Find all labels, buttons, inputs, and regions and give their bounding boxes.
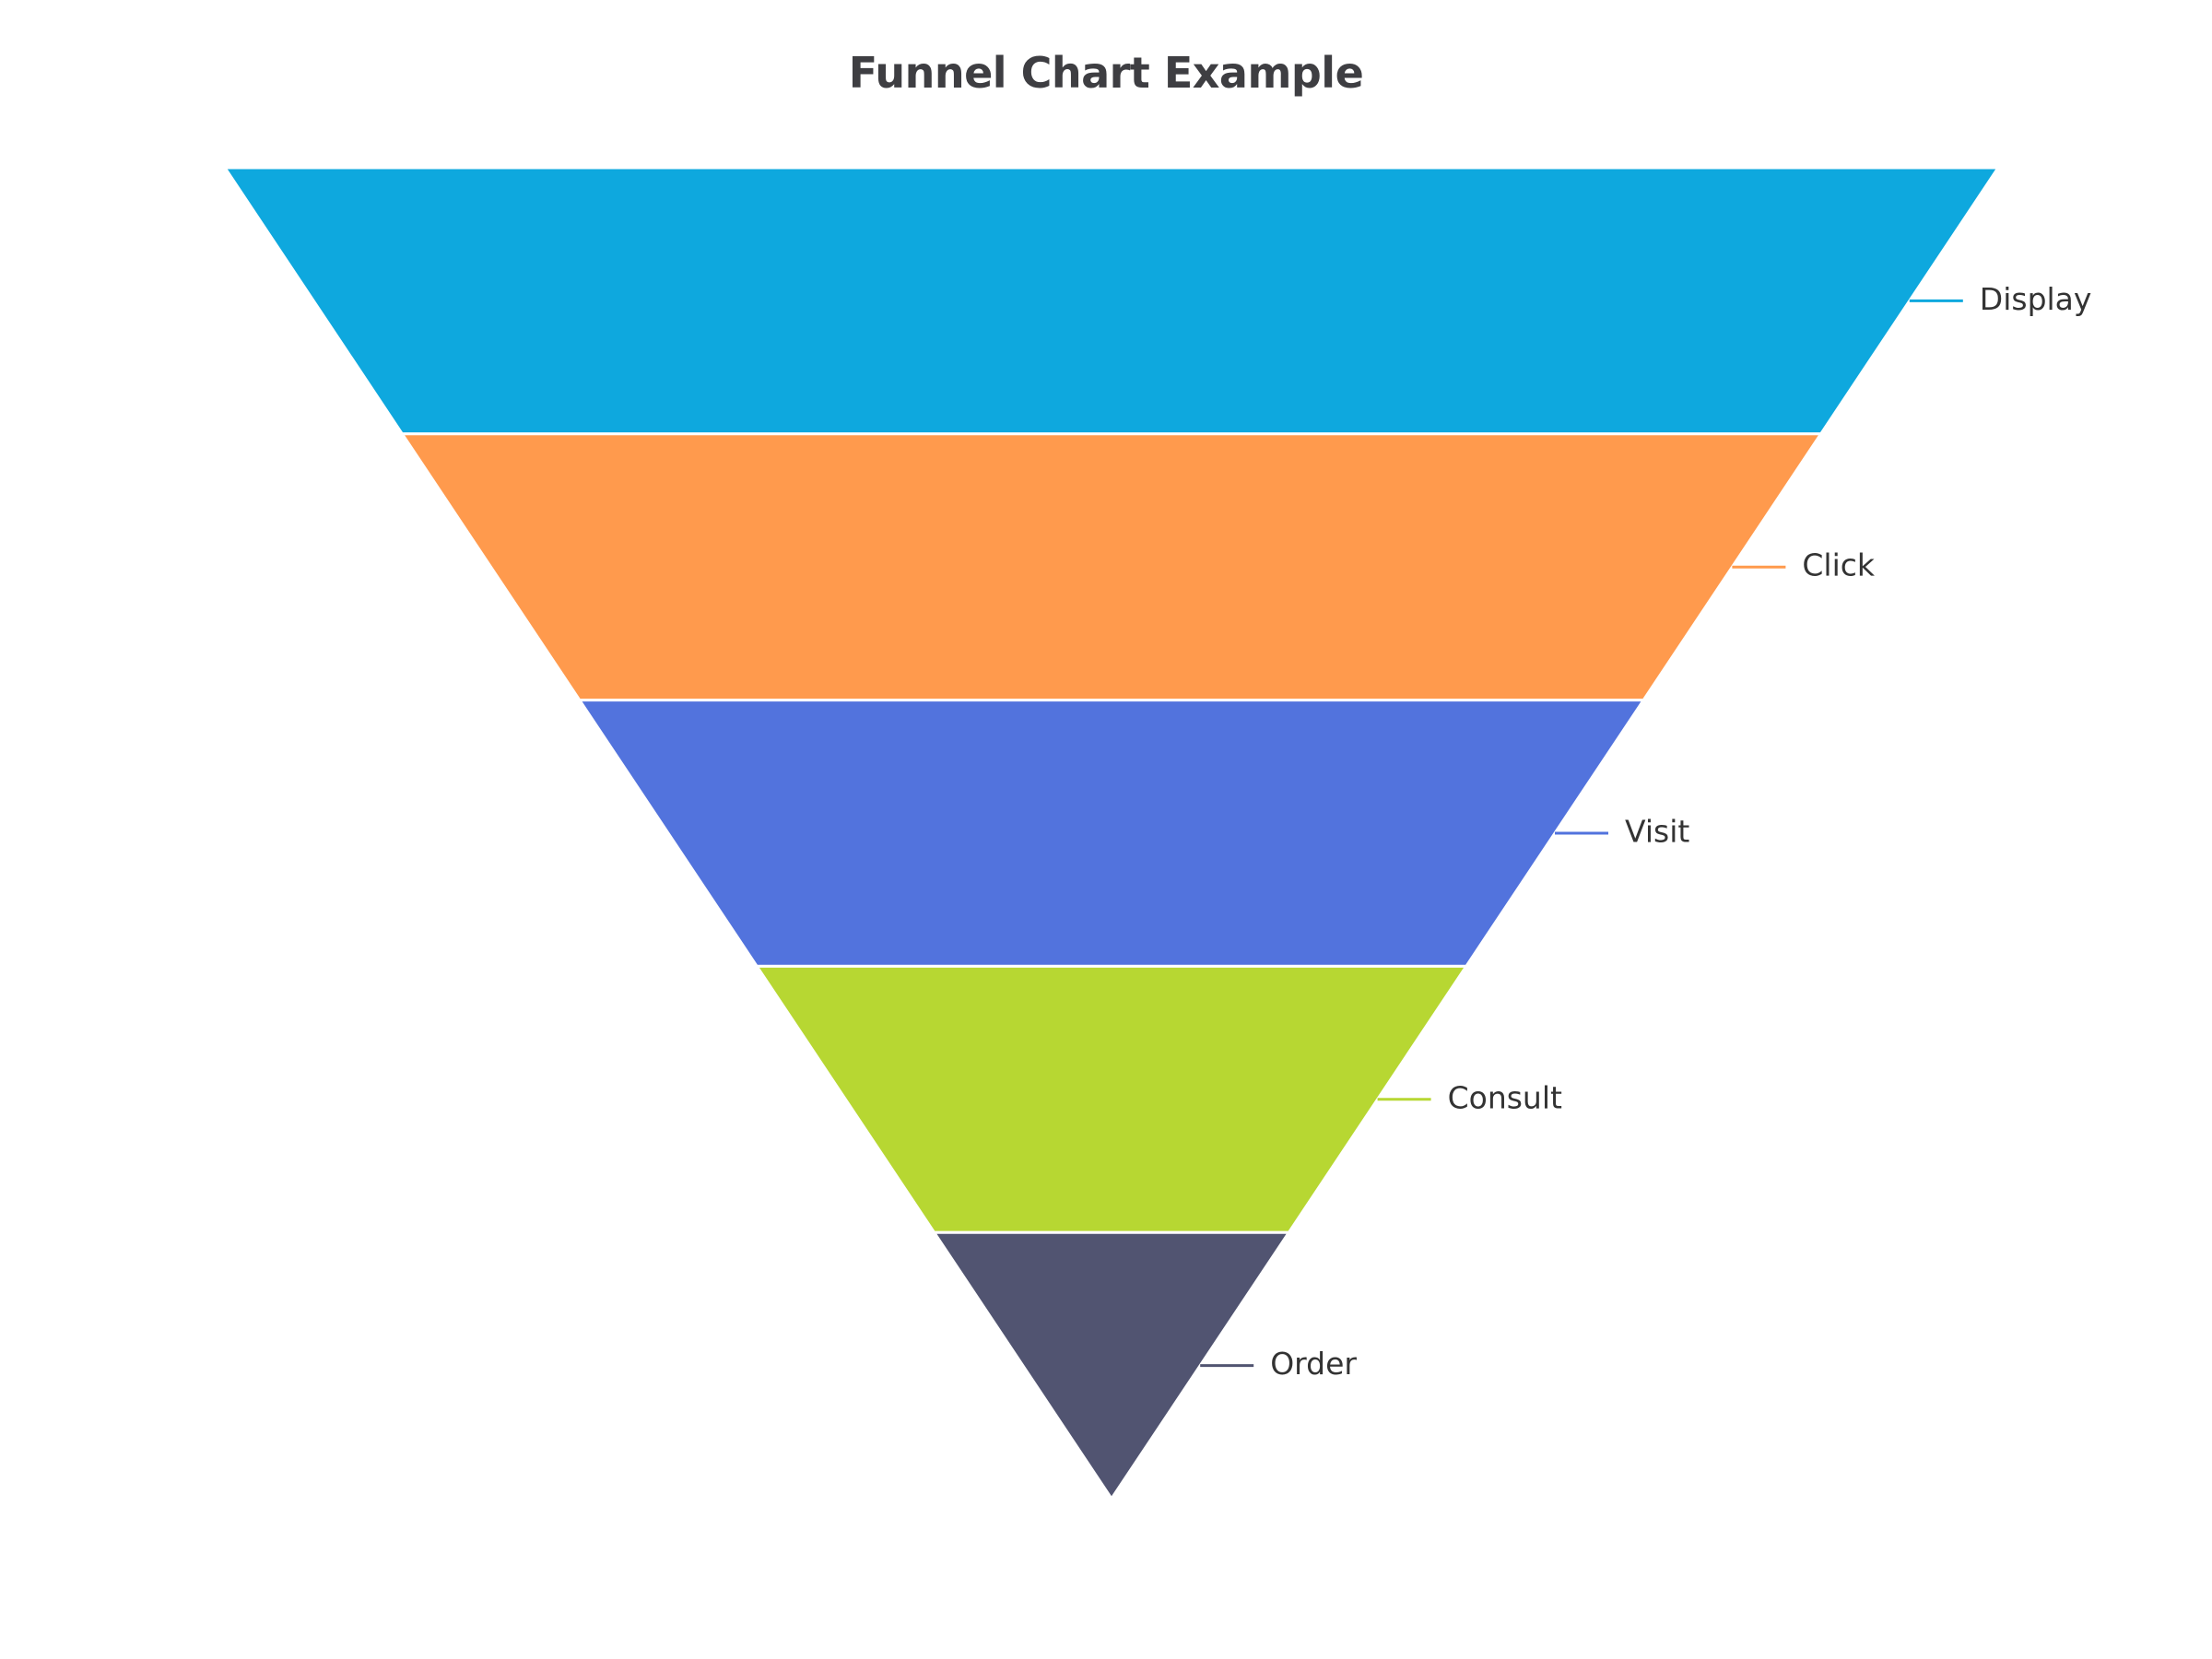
funnel-stage-display (222, 166, 2001, 436)
funnel-stage-consult (754, 964, 1469, 1234)
stage-label-order: Order (1270, 1346, 1357, 1382)
funnel-stages (222, 166, 2001, 1501)
funnel-labels: Display Click Visit Consult Order (1200, 281, 2091, 1382)
funnel-stage-visit (576, 699, 1647, 968)
stage-label-display: Display (1980, 281, 2092, 317)
stage-label-visit: Visit (1625, 814, 1689, 850)
stage-label-consult: Consult (1448, 1079, 1562, 1115)
stage-label-click: Click (1802, 547, 1876, 583)
chart-title: Funnel Chart Example (848, 48, 1364, 98)
funnel-stage-click (399, 432, 1824, 702)
